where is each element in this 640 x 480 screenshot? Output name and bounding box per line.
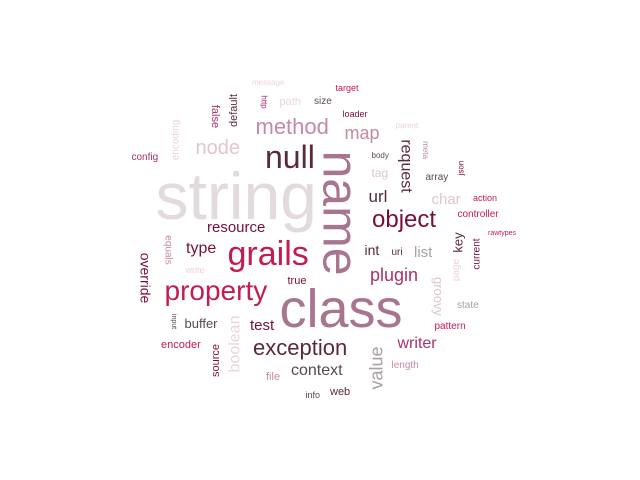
word-object: object [372,206,437,233]
word-plugin: plugin [370,265,419,285]
word-override: override [136,252,153,304]
word-state: state [457,300,479,311]
word-true: true [287,274,307,287]
word-parent: parent [395,121,419,130]
word-length: length [391,360,419,371]
word-false: false [208,104,221,128]
word-method: method [255,114,329,139]
word-writer: writer [397,335,437,352]
word-current: current [471,238,483,270]
word-name: name [312,150,369,276]
word-node: node [195,137,241,159]
word-rawtypes: rawtypes [488,229,517,237]
word-value: value [366,346,387,390]
word-grails: grails [227,235,309,273]
word-context: context [291,362,343,379]
word-resource: resource [207,218,266,236]
word-page: page [451,258,463,282]
word-loader: loader [342,108,368,119]
word-json: json [455,160,465,176]
word-array: array [425,172,449,183]
word-uri: uri [391,247,403,258]
word-web: web [330,385,351,398]
word-controller: controller [457,209,499,220]
word-groovy: groovy [430,276,446,316]
word-source: source [209,343,222,377]
word-size: size [314,96,332,107]
word-info: info [305,389,321,400]
word-path: path [279,95,301,108]
word-boolean: boolean [225,315,243,373]
word-encoding: encoding [169,119,181,161]
word-url: url [368,186,388,206]
word-property: property [164,275,268,306]
word-target: target [335,82,359,93]
word-pattern: pattern [434,321,466,332]
word-request: request [397,139,415,193]
word-list: list [414,243,433,261]
word-char: char [431,190,461,208]
word-body: body [371,151,389,160]
word-exception: exception [253,335,348,360]
word-class: class [279,279,403,339]
word-type: type [186,240,217,257]
word-map: map [344,123,380,143]
word-tag: tag [371,166,389,180]
word-message: message [252,78,285,87]
word-encoder: encoder [161,338,201,351]
word-default: default [227,93,240,127]
word-int: int [364,242,380,258]
word-write: write [185,264,205,275]
word-buffer: buffer [184,315,218,331]
word-key: key [450,231,466,253]
word-null: null [265,139,315,175]
word-test: test [250,316,275,334]
word-equals: equals [162,235,174,265]
word-http: http [259,95,269,109]
word-action: action [473,192,498,203]
word-meta: meta [420,141,430,159]
word-file: file [266,370,281,383]
word-input: input [169,313,177,329]
word-config: config [131,152,159,163]
word-string: string [155,159,317,233]
